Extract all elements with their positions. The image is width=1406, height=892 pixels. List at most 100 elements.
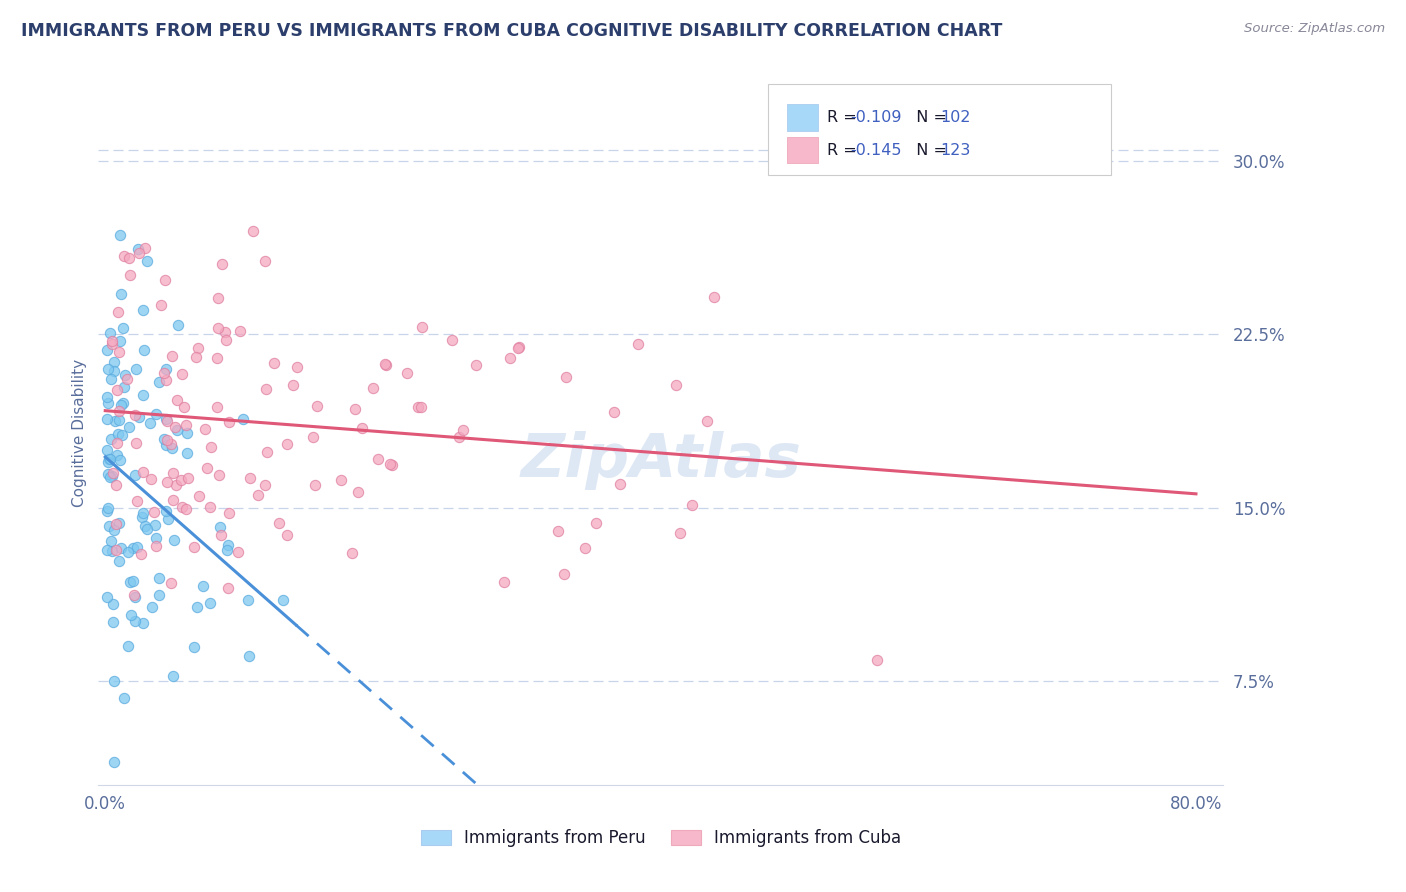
Point bbox=[183, 541, 205, 555]
Point bbox=[218, 507, 240, 521]
Point bbox=[108, 516, 131, 530]
Point bbox=[256, 382, 278, 396]
Point bbox=[114, 368, 136, 382]
Point bbox=[118, 268, 141, 282]
Point bbox=[118, 419, 141, 434]
Point bbox=[193, 579, 215, 593]
Point bbox=[100, 372, 122, 386]
Point bbox=[104, 413, 127, 427]
Point bbox=[304, 477, 326, 491]
Point bbox=[207, 401, 229, 415]
Point bbox=[127, 242, 149, 256]
Point bbox=[97, 501, 120, 516]
Point bbox=[344, 402, 367, 417]
Point bbox=[246, 488, 269, 502]
Point bbox=[170, 473, 193, 487]
Point bbox=[96, 590, 118, 604]
Point bbox=[155, 438, 177, 452]
Point bbox=[157, 512, 180, 526]
Point bbox=[603, 405, 626, 419]
Point bbox=[375, 358, 398, 372]
Point bbox=[110, 541, 132, 555]
Point bbox=[160, 441, 183, 455]
Point bbox=[200, 441, 222, 455]
Bar bbox=[787, 136, 818, 163]
Point bbox=[256, 444, 278, 458]
Point bbox=[131, 388, 153, 402]
Point bbox=[155, 273, 177, 287]
Point bbox=[103, 524, 125, 538]
Point bbox=[152, 366, 174, 380]
Point bbox=[107, 554, 129, 568]
Point bbox=[134, 241, 156, 255]
Point bbox=[111, 428, 134, 442]
Point bbox=[107, 448, 129, 462]
Point bbox=[236, 592, 259, 607]
Point bbox=[238, 648, 260, 663]
Point bbox=[195, 460, 218, 475]
Point bbox=[208, 467, 231, 482]
Point bbox=[108, 345, 131, 359]
Point bbox=[101, 468, 124, 483]
Point bbox=[155, 373, 177, 387]
Point bbox=[122, 541, 145, 555]
Point bbox=[170, 368, 193, 382]
Point bbox=[115, 372, 138, 386]
Point bbox=[96, 391, 118, 405]
Point bbox=[117, 251, 139, 265]
Point bbox=[96, 443, 118, 458]
Point bbox=[378, 457, 401, 471]
Point bbox=[186, 600, 208, 615]
Point bbox=[97, 362, 120, 376]
FancyBboxPatch shape bbox=[768, 84, 1111, 176]
Point bbox=[176, 426, 198, 441]
Point bbox=[108, 334, 131, 348]
Point bbox=[148, 571, 170, 585]
Point bbox=[170, 500, 193, 515]
Point bbox=[108, 413, 131, 427]
Point bbox=[124, 590, 146, 604]
Point bbox=[117, 545, 139, 559]
Point bbox=[103, 673, 125, 688]
Point bbox=[110, 398, 132, 412]
Point bbox=[97, 396, 120, 410]
Point bbox=[148, 588, 170, 602]
Point bbox=[100, 326, 122, 340]
Point bbox=[112, 249, 135, 263]
Point bbox=[253, 253, 276, 268]
Point bbox=[211, 256, 233, 270]
Point bbox=[162, 467, 184, 481]
Point bbox=[110, 287, 132, 301]
Text: R =: R = bbox=[827, 110, 862, 125]
Point bbox=[132, 343, 155, 358]
Text: -0.145: -0.145 bbox=[849, 143, 901, 158]
Point bbox=[508, 340, 530, 354]
Point bbox=[166, 392, 188, 407]
Point bbox=[499, 351, 522, 365]
Point bbox=[187, 489, 209, 503]
Point bbox=[464, 359, 486, 373]
Text: Source: ZipAtlas.com: Source: ZipAtlas.com bbox=[1244, 22, 1385, 36]
Point bbox=[506, 341, 529, 355]
Text: N =: N = bbox=[905, 110, 952, 125]
Point bbox=[104, 517, 127, 532]
Point bbox=[124, 362, 146, 376]
Point bbox=[492, 575, 515, 590]
Point bbox=[174, 501, 197, 516]
Point bbox=[156, 433, 179, 447]
Point bbox=[214, 325, 236, 339]
Point bbox=[127, 540, 149, 554]
Point bbox=[124, 614, 146, 628]
Point bbox=[239, 471, 262, 485]
Point bbox=[167, 318, 190, 333]
Point bbox=[141, 600, 163, 615]
Point bbox=[101, 544, 124, 558]
Point bbox=[585, 516, 607, 530]
Point bbox=[232, 411, 254, 425]
Point bbox=[226, 545, 249, 559]
Point bbox=[866, 653, 889, 667]
Point bbox=[302, 430, 325, 444]
Point bbox=[152, 432, 174, 446]
Point bbox=[127, 493, 149, 508]
Point bbox=[263, 355, 285, 369]
